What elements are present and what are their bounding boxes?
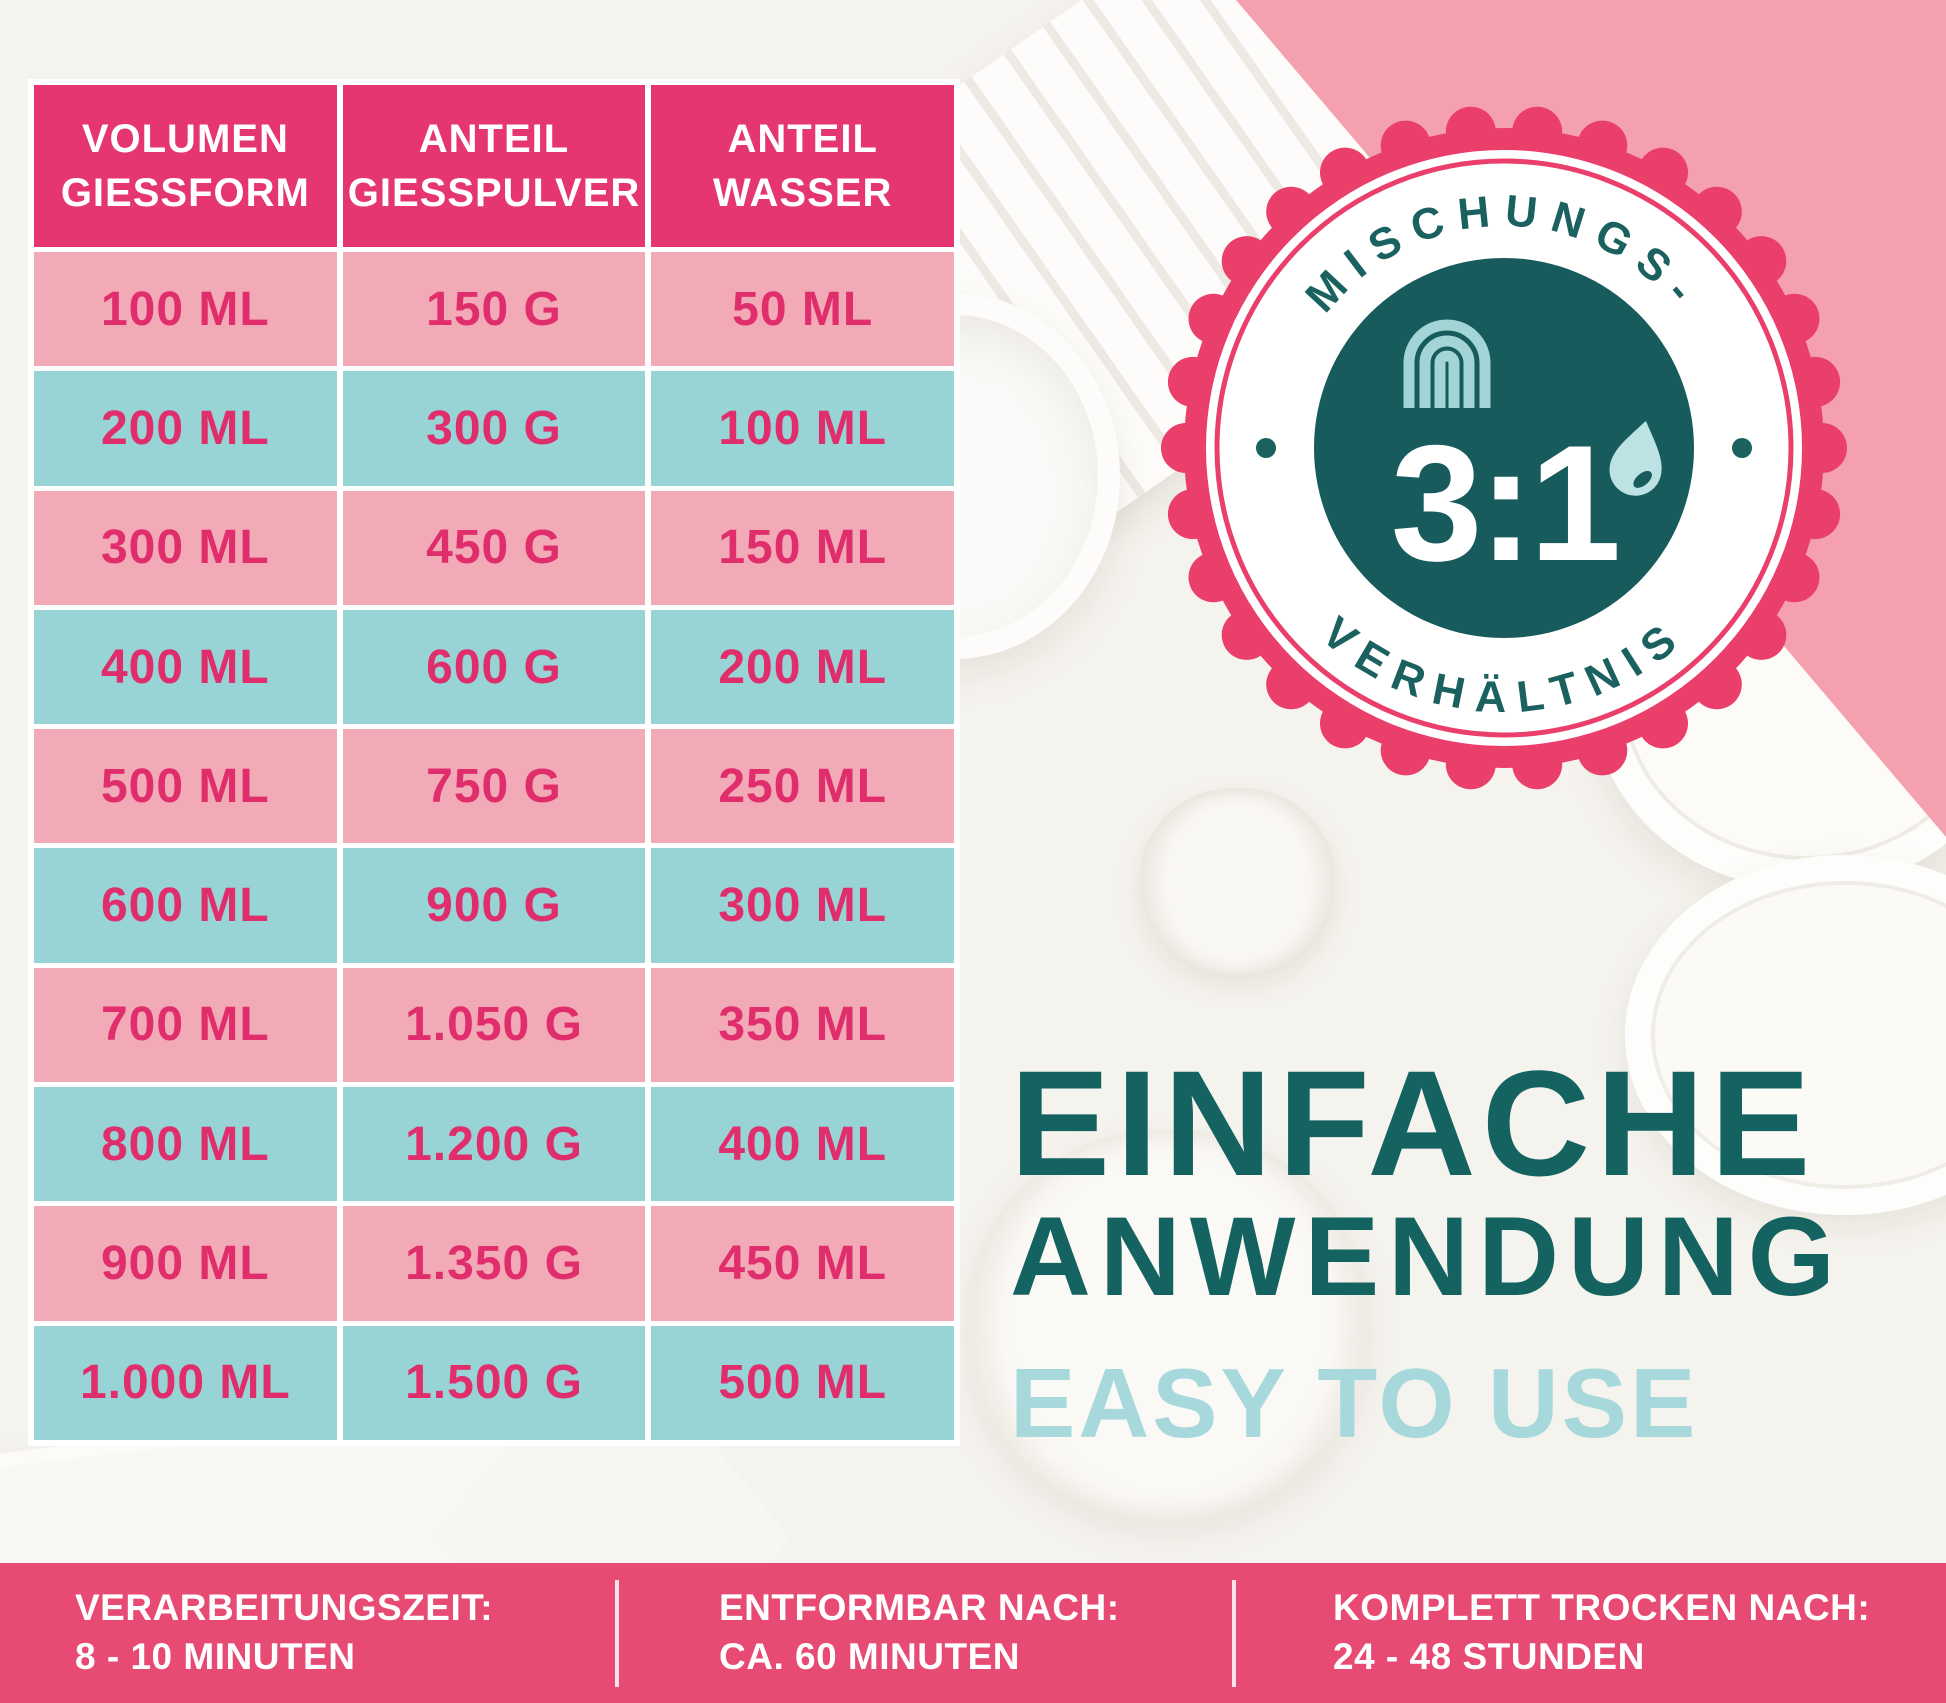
headline-english: EASY TO USE: [1010, 1348, 1699, 1458]
column-header-water: ANTEIL WASSER: [651, 85, 955, 247]
column-header-powder: ANTEIL GIESSPULVER: [342, 85, 646, 247]
white-pumpkin-photo: [1140, 788, 1335, 976]
headline-german-line1: EINFACHE: [1010, 1039, 1817, 1207]
footer-divider: [615, 1579, 619, 1687]
table-row: 200 ML 300 G 100 ML: [34, 371, 955, 486]
table-cell: 1.350 G: [342, 1206, 646, 1321]
table-cell: 500 ML: [34, 729, 337, 844]
table-row: 600 ML 900 G 300 ML: [34, 848, 955, 963]
badge-left-dot: [1256, 438, 1276, 458]
badge-right-dot: [1732, 438, 1752, 458]
table-cell: 500 ML: [651, 1325, 955, 1440]
table-cell: 50 ML: [651, 252, 955, 367]
ratio-text: 3:1: [1391, 411, 1618, 595]
table-cell: 400 ML: [651, 1087, 955, 1202]
table-cell: 800 ML: [34, 1087, 337, 1202]
footer-processing-time: VERARBEITUNGSZEIT: 8 - 10 MINUTEN: [0, 1563, 615, 1703]
column-header-line: VOLUMEN: [81, 117, 289, 161]
table-row: 700 ML 1.050 G 350 ML: [34, 967, 955, 1083]
footer-value: 24 - 48 STUNDEN: [1333, 1636, 1645, 1677]
footer-demold-time: ENTFORMBAR NACH: CA. 60 MINUTEN: [619, 1563, 1232, 1703]
table-cell: 450 ML: [651, 1206, 955, 1321]
table-cell: 300 ML: [34, 490, 337, 605]
footer-label: VERARBEITUNGSZEIT:: [75, 1587, 494, 1629]
table-cell: 450 G: [342, 490, 646, 605]
table-cell: 400 ML: [34, 609, 337, 725]
table-row: 400 ML 600 G 200 ML: [34, 609, 955, 725]
table-cell: 100 ML: [34, 252, 337, 367]
table-cell: 250 ML: [651, 729, 955, 844]
table-cell: 100 ML: [651, 371, 955, 486]
table-cell: 700 ML: [34, 967, 337, 1083]
white-pumpkin-photo-2: [968, 1130, 1368, 1520]
table-row: 900 ML 1.350 G 450 ML: [34, 1206, 955, 1321]
footer-label: KOMPLETT TROCKEN NACH:: [1333, 1587, 1871, 1629]
table-header-row: VOLUMEN GIESSFORM ANTEIL GIESSPULVER ANT…: [34, 85, 955, 247]
footer-info-bar: VERARBEITUNGSZEIT: 8 - 10 MINUTEN ENTFOR…: [0, 1563, 1946, 1703]
table-cell: 300 G: [342, 371, 646, 486]
footer-value: 8 - 10 MINUTEN: [75, 1636, 356, 1677]
table-cell: 1.500 G: [342, 1325, 646, 1440]
column-header-volume: VOLUMEN GIESSFORM: [34, 85, 337, 247]
table-row: 300 ML 450 G 150 ML: [34, 490, 955, 605]
table-cell: 1.200 G: [342, 1087, 646, 1202]
table-row: 500 ML 750 G 250 ML: [34, 729, 955, 844]
column-header-line: WASSER: [713, 171, 893, 215]
table-cell: 150 ML: [651, 490, 955, 605]
table-cell: 600 ML: [34, 848, 337, 963]
table-cell: 1.050 G: [342, 967, 646, 1083]
footer-value: CA. 60 MINUTEN: [719, 1636, 1020, 1677]
column-header-line: ANTEIL: [418, 117, 570, 161]
table-cell: 600 G: [342, 609, 646, 725]
table-row: 800 ML 1.200 G 400 ML: [34, 1087, 955, 1202]
table-cell: 900 G: [342, 848, 646, 963]
rainbow-icon: [1403, 319, 1491, 408]
table-cell: 150 G: [342, 252, 646, 367]
table-row: 100 ML 150 G 50 ML: [34, 252, 955, 367]
table-cell: 1.000 ML: [34, 1325, 337, 1440]
table-row: 1.000 ML 1.500 G 500 ML: [34, 1325, 955, 1440]
table-cell: 900 ML: [34, 1206, 337, 1321]
mixing-table: VOLUMEN GIESSFORM ANTEIL GIESSPULVER ANT…: [28, 79, 960, 1446]
table-cell: 350 ML: [651, 967, 955, 1083]
column-header-line: GIESSFORM: [60, 171, 310, 215]
headline-german-line2: ANWENDUNG: [1010, 1194, 1844, 1319]
column-header-line: GIESSPULVER: [347, 171, 641, 215]
footer-divider: [1232, 1579, 1236, 1687]
badge-thin-ring: [1214, 158, 1794, 738]
table-cell: 200 ML: [34, 371, 337, 486]
footer-dry-time: KOMPLETT TROCKEN NACH: 24 - 48 STUNDEN: [1236, 1563, 1946, 1703]
table-cell: 750 G: [342, 729, 646, 844]
mixing-ratio-badge: MISCHUNGS- VERHÄLTNIS 3:1: [1161, 106, 1847, 790]
water-drop-icon: [1609, 420, 1662, 496]
table-cell: 300 ML: [651, 848, 955, 963]
table-cell: 200 ML: [651, 609, 955, 725]
column-header-line: ANTEIL: [727, 117, 878, 161]
footer-label: ENTFORMBAR NACH:: [719, 1587, 1120, 1629]
